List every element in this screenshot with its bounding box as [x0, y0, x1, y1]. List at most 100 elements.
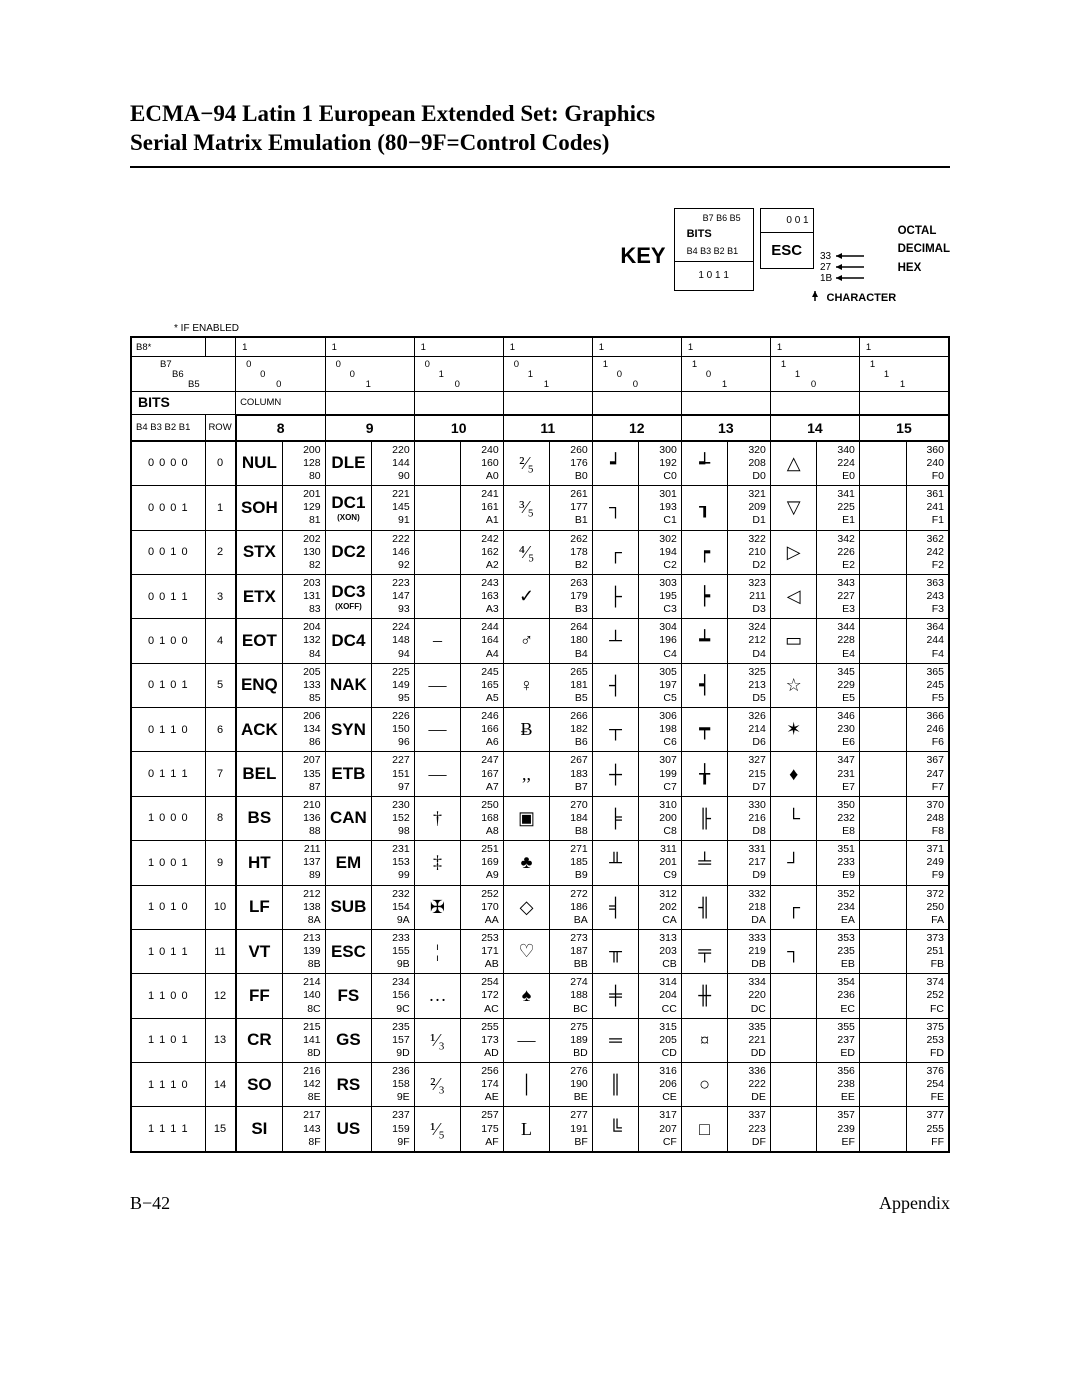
svg-text:1B: 1B: [820, 273, 833, 284]
glyph-cell: ╫: [681, 974, 728, 1018]
code-cell: 335221DD: [728, 1018, 770, 1062]
code-cell: 22214692: [372, 530, 414, 574]
code-cell: 325213D5: [728, 663, 770, 707]
code-cell: 262178B2: [550, 530, 592, 574]
code-cell: 271185B9: [550, 841, 592, 885]
code-cell: 2171438F: [283, 1107, 325, 1152]
glyph-cell: ESC: [325, 929, 372, 973]
glyph-cell: ┤: [592, 663, 639, 707]
glyph-cell: ♣: [503, 841, 550, 885]
glyph-cell: US: [325, 1107, 372, 1152]
column-label-empty: [325, 392, 414, 415]
code-cell: 310200C8: [639, 796, 681, 840]
glyph-cell: DC1(XON): [325, 486, 372, 530]
code-cell: 2141408C: [283, 974, 325, 1018]
code-cell: 20413284: [283, 619, 325, 663]
glyph-cell: DC3(XOFF): [325, 574, 372, 618]
code-cell: 352234EA: [817, 885, 859, 929]
glyph-cell: ♀: [503, 663, 550, 707]
col-bits: 111: [859, 357, 949, 392]
glyph-cell: [414, 441, 461, 486]
glyph-cell: ▷: [770, 530, 817, 574]
code-cell: 341225E1: [817, 486, 859, 530]
code-cell: 365245F5: [906, 663, 949, 707]
col-number: 9: [325, 415, 414, 441]
code-cell: 257175AF: [461, 1107, 503, 1152]
glyph-cell: ACK: [236, 708, 283, 752]
code-cell: 240160A0: [461, 441, 503, 486]
glyph-cell: BEL: [236, 752, 283, 796]
code-cell: 307199C7: [639, 752, 681, 796]
glyph-cell: Ƀ: [503, 708, 550, 752]
code-cell: 253171AB: [461, 929, 503, 973]
key-character-label: CHARACTER: [827, 292, 897, 304]
b8-val: 1: [236, 337, 326, 357]
column-label-empty: [414, 392, 503, 415]
code-cell: 336222DE: [728, 1063, 770, 1107]
glyph-cell: ┐: [770, 929, 817, 973]
code-cell: 241161A1: [461, 486, 503, 530]
row-number: 13: [205, 1018, 236, 1062]
glyph-cell: DLE: [325, 441, 372, 486]
bits-label: BITS: [131, 392, 236, 415]
col-bits: 101: [681, 357, 770, 392]
code-cell: 22615096: [372, 708, 414, 752]
glyph-cell: —: [503, 1018, 550, 1062]
row-bits: 1 1 1 0: [131, 1063, 205, 1107]
code-cell: 244164A4: [461, 619, 503, 663]
glyph-cell: ♂: [503, 619, 550, 663]
glyph-cell: SUB: [325, 885, 372, 929]
code-cell: 300192C0: [639, 441, 681, 486]
glyph-cell: ┬: [592, 708, 639, 752]
glyph-cell: NAK: [325, 663, 372, 707]
glyph-cell: ╚: [592, 1107, 639, 1152]
code-cell: 305197C5: [639, 663, 681, 707]
column-label-empty: [770, 392, 859, 415]
col-number: 14: [770, 415, 859, 441]
row-number: 8: [205, 796, 236, 840]
glyph-cell: ╪: [592, 974, 639, 1018]
code-cell: 332218DA: [728, 885, 770, 929]
svg-text:27: 27: [820, 262, 832, 273]
code-cell: 353235EB: [817, 929, 859, 973]
glyph-cell: ♠: [503, 974, 550, 1018]
row-bits: 0 1 1 0: [131, 708, 205, 752]
glyph-cell: [770, 1107, 817, 1152]
row-bits: 1 0 0 0: [131, 796, 205, 840]
glyph-cell: ┴: [592, 619, 639, 663]
code-cell: 366246F6: [906, 708, 949, 752]
title-line-1: ECMA−94 Latin 1 European Extended Set: G…: [130, 101, 655, 126]
b8-val: 1: [681, 337, 770, 357]
code-cell: 242162A2: [461, 530, 503, 574]
b4-header: B4 B3 B2 B1: [131, 415, 205, 441]
code-cell: 272186BA: [550, 885, 592, 929]
glyph-cell: [859, 841, 906, 885]
glyph-cell: ETB: [325, 752, 372, 796]
row-bits: 1 1 1 1: [131, 1107, 205, 1152]
code-cell: 326214D6: [728, 708, 770, 752]
glyph-cell: ✠: [414, 885, 461, 929]
row-header: ROW: [205, 415, 236, 441]
code-cell: 270184B8: [550, 796, 592, 840]
code-cell: 343227E3: [817, 574, 859, 618]
glyph-cell: SO: [236, 1063, 283, 1107]
glyph-cell: ┷: [681, 619, 728, 663]
code-cell: 2131398B: [283, 929, 325, 973]
code-cell: 2371599F: [372, 1107, 414, 1152]
glyph-cell: ◇: [503, 885, 550, 929]
row-bits: 0 1 1 1: [131, 752, 205, 796]
code-cell: 312202CA: [639, 885, 681, 929]
code-cell: 324212D4: [728, 619, 770, 663]
code-cell: 354236EC: [817, 974, 859, 1018]
code-cell: 340224E0: [817, 441, 859, 486]
code-cell: 247167A7: [461, 752, 503, 796]
col-number: 10: [414, 415, 503, 441]
code-cell: 274188BC: [550, 974, 592, 1018]
glyph-cell: ╡: [592, 885, 639, 929]
glyph-cell: [859, 752, 906, 796]
key-hex-label: HEX: [898, 262, 922, 274]
code-cell: 21013688: [283, 796, 325, 840]
code-cell: 321209D1: [728, 486, 770, 530]
code-cell: 367247F7: [906, 752, 949, 796]
glyph-cell: [770, 1018, 817, 1062]
